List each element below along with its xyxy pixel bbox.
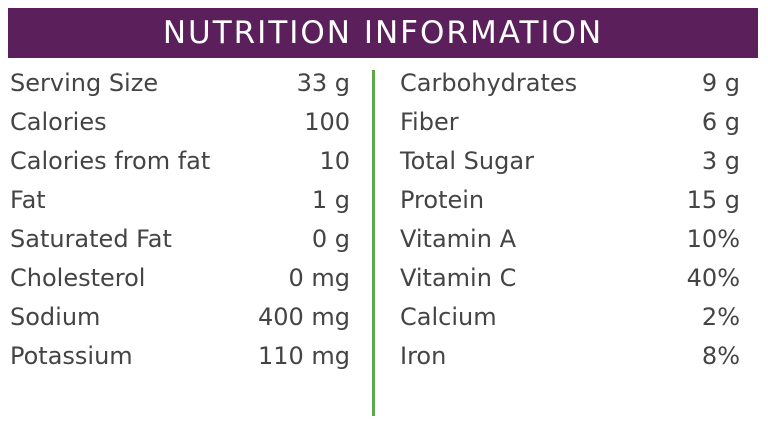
nutrient-row: Fat 1 g bbox=[10, 181, 350, 220]
nutrient-value: 33 g bbox=[296, 69, 350, 97]
nutrient-name: Fiber bbox=[400, 108, 459, 136]
nutrient-value: 1 g bbox=[311, 186, 350, 214]
nutrient-value: 0 mg bbox=[288, 264, 350, 292]
nutrient-name: Vitamin C bbox=[400, 264, 517, 292]
nutrient-value: 10 bbox=[319, 147, 350, 175]
nutrient-name: Cholesterol bbox=[10, 264, 146, 292]
nutrient-row: Protein 15 g bbox=[400, 181, 740, 220]
nutrient-name: Protein bbox=[400, 186, 485, 214]
divider bbox=[372, 70, 375, 416]
nutrient-value: 10% bbox=[686, 225, 740, 253]
nutrient-name: Saturated Fat bbox=[10, 225, 172, 253]
nutrient-row: Iron 8% bbox=[400, 337, 740, 376]
nutrient-row: Potassium 110 mg bbox=[10, 337, 350, 376]
nutrient-row: Vitamin A 10% bbox=[400, 220, 740, 259]
title-bar: NUTRITION INFORMATION bbox=[8, 8, 758, 58]
nutrient-name: Potassium bbox=[10, 342, 133, 370]
nutrient-row: Saturated Fat 0 g bbox=[10, 220, 350, 259]
nutrient-name: Fat bbox=[10, 186, 46, 214]
nutrient-value: 6 g bbox=[701, 108, 740, 136]
nutrient-row: Calories from fat 10 bbox=[10, 142, 350, 181]
nutrient-value: 8% bbox=[701, 342, 740, 370]
nutrient-name: Iron bbox=[400, 342, 447, 370]
nutrient-value: 3 g bbox=[701, 147, 740, 175]
nutrient-value: 400 mg bbox=[257, 303, 350, 331]
nutrient-name: Total Sugar bbox=[400, 147, 534, 175]
nutrient-row: Calories 100 bbox=[10, 103, 350, 142]
nutrient-name: Carbohydrates bbox=[400, 69, 578, 97]
nutrient-name: Calories from fat bbox=[10, 147, 211, 175]
nutrient-value: 110 mg bbox=[257, 342, 350, 370]
nutrient-row: Cholesterol 0 mg bbox=[10, 259, 350, 298]
nutrient-name: Sodium bbox=[10, 303, 101, 331]
nutrient-value: 0 g bbox=[311, 225, 350, 253]
nutrient-row: Total Sugar 3 g bbox=[400, 142, 740, 181]
nutrient-row: Serving Size 33 g bbox=[10, 64, 350, 103]
nutrient-row: Calcium 2% bbox=[400, 298, 740, 337]
nutrient-name: Vitamin A bbox=[400, 225, 516, 253]
nutrient-row: Sodium 400 mg bbox=[10, 298, 350, 337]
nutrient-value: 15 g bbox=[686, 186, 740, 214]
nutrient-name: Serving Size bbox=[10, 69, 159, 97]
nutrient-value: 9 g bbox=[701, 69, 740, 97]
nutrient-value: 40% bbox=[686, 264, 740, 292]
nutrient-row: Vitamin C 40% bbox=[400, 259, 740, 298]
nutrient-row: Fiber 6 g bbox=[400, 103, 740, 142]
nutrient-row: Carbohydrates 9 g bbox=[400, 64, 740, 103]
nutrient-value: 2% bbox=[701, 303, 740, 331]
nutrient-name: Calcium bbox=[400, 303, 497, 331]
nutrient-name: Calories bbox=[10, 108, 107, 136]
nutrient-value: 100 bbox=[304, 108, 350, 136]
